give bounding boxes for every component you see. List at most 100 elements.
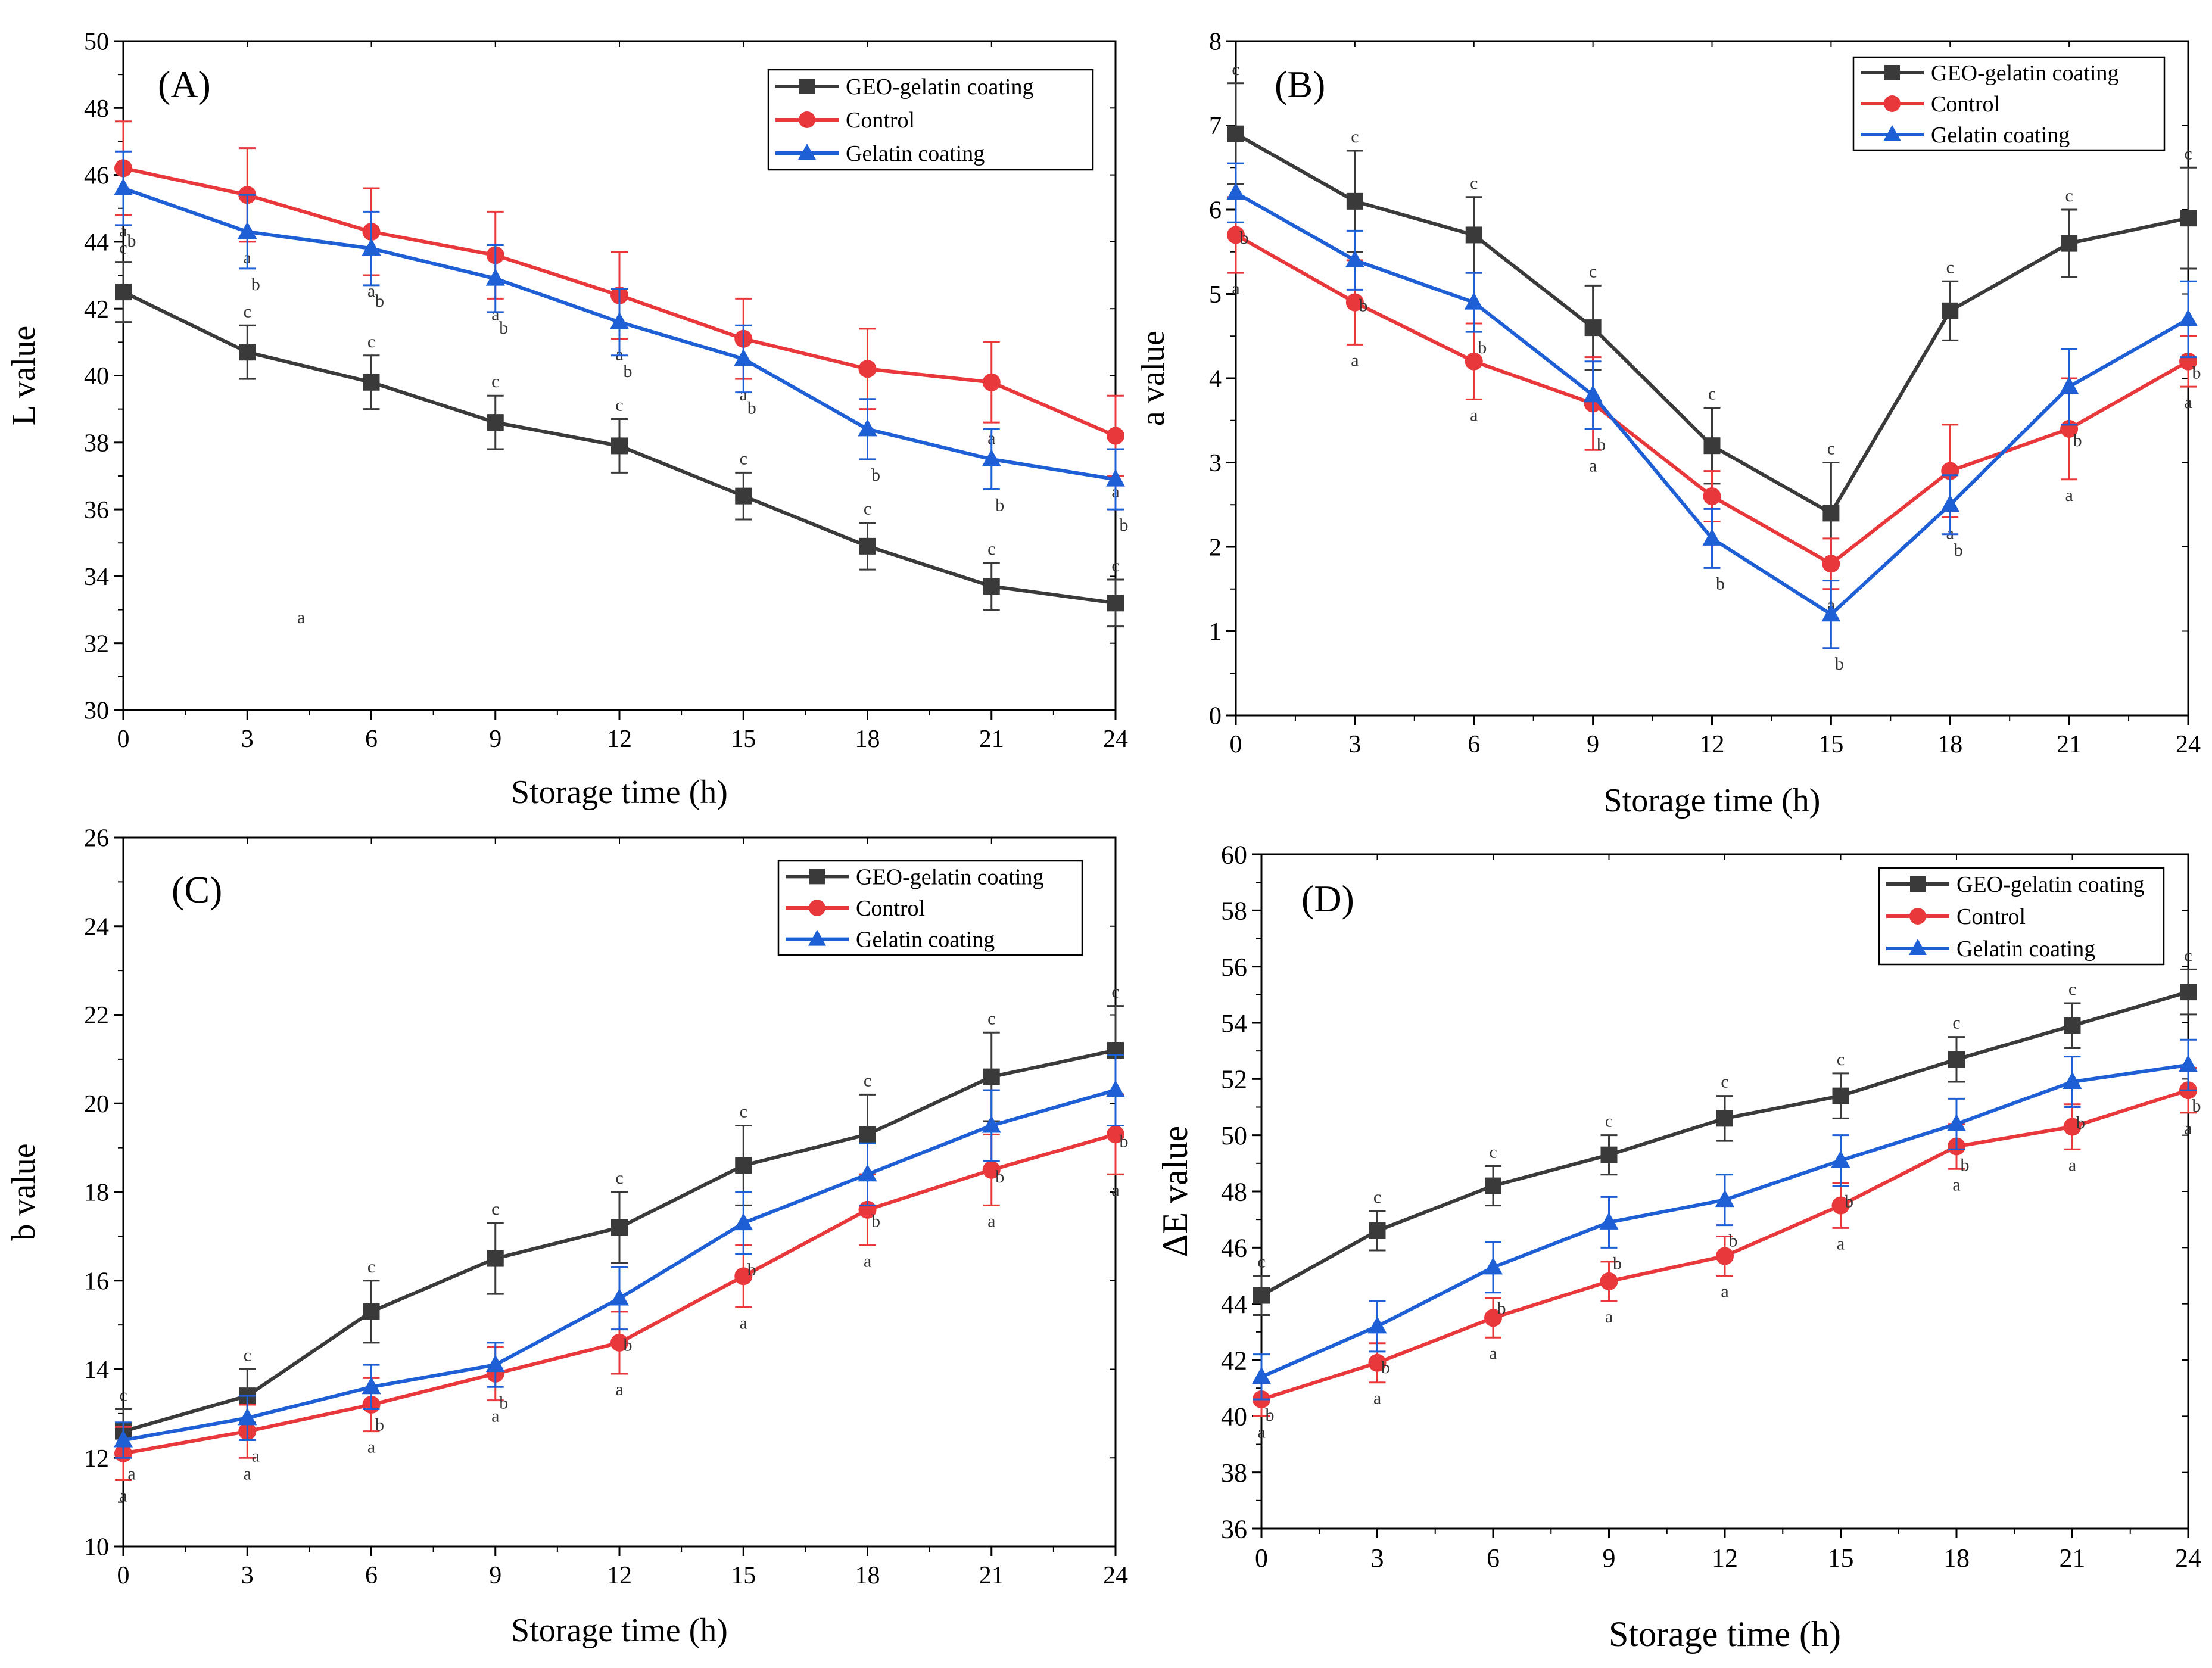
- significance-letter: c: [1721, 1072, 1728, 1092]
- legend-label: Gelatin coating: [846, 141, 985, 166]
- significance-letter: a: [1952, 1175, 1960, 1194]
- legend: GEO-gelatin coating Control Gelatin coatin…: [767, 69, 1094, 171]
- data-point: [983, 578, 1000, 595]
- y-tick-label: 54: [1221, 1009, 1247, 1038]
- series-gelatin: b b b b b b b b b: [1226, 162, 2201, 674]
- significance-letter: a: [1111, 1180, 1119, 1200]
- significance-letter: b: [1954, 540, 1963, 560]
- x-tick-label: 9: [489, 726, 501, 753]
- x-tick-label: 18: [1943, 1543, 1970, 1573]
- data-point: [1584, 319, 1602, 337]
- data-point: [1831, 1150, 1850, 1168]
- x-tick-label: 6: [1468, 731, 1480, 758]
- data-point: [1107, 1125, 1124, 1144]
- data-point: [1106, 1079, 1125, 1097]
- significance-letter: a: [119, 1486, 127, 1505]
- significance-letter: a: [1373, 1389, 1381, 1408]
- legend-marker-circle: [1884, 95, 1901, 112]
- significance-letter: c: [864, 1070, 871, 1090]
- data-point: [115, 284, 132, 301]
- y-tick-label: 0: [1209, 703, 1222, 730]
- significance-letter: c: [1351, 127, 1359, 147]
- significance-letter: a: [491, 304, 499, 324]
- significance-letter: c: [491, 372, 499, 391]
- significance-letter: b: [1497, 1299, 1506, 1318]
- legend-marker-square: [799, 79, 815, 94]
- data-point: [363, 1303, 380, 1320]
- panel-label: (C): [172, 869, 222, 911]
- data-point: [1368, 1353, 1387, 1372]
- significance-letter: a: [2068, 1155, 2076, 1175]
- significance-letter: b: [2192, 363, 2201, 383]
- data-point: [1367, 1316, 1387, 1334]
- data-point: [1345, 293, 1364, 312]
- panel-label: (B): [1275, 63, 1325, 105]
- legend-label: GEO-gelatin coating: [856, 864, 1044, 889]
- data-point: [1465, 352, 1483, 371]
- data-point: [1484, 1309, 1502, 1327]
- significance-letter: c: [1946, 257, 1954, 277]
- significance-letter: c: [244, 301, 251, 321]
- x-tick-label: 15: [1818, 731, 1843, 758]
- legend-marker-square: [1910, 876, 1926, 892]
- significance-letter: c: [864, 499, 871, 519]
- data-point: [1822, 505, 1840, 522]
- data-point: [734, 1267, 753, 1286]
- x-tick-label: 24: [1103, 726, 1128, 753]
- data-point: [238, 1408, 257, 1426]
- significance-letter: c: [1708, 384, 1716, 404]
- significance-letter: a: [1489, 1343, 1497, 1363]
- x-axis-label: Storage time (h): [1604, 782, 1821, 819]
- significance-letter: a: [367, 1437, 375, 1457]
- legend: GEO-gelatin coating Control Gelatin coatin…: [1852, 56, 2166, 151]
- significance-letter: b: [1729, 1231, 1738, 1251]
- significance-letter: a: [1589, 456, 1597, 475]
- x-tick-label: 21: [2060, 1543, 2086, 1573]
- data-point: [363, 374, 380, 391]
- series-geo-gelatin: c c c c c c c c c: [115, 238, 1124, 628]
- x-tick-label: 18: [1937, 731, 1962, 758]
- x-tick-label: 6: [1487, 1543, 1500, 1573]
- y-tick-label: 6: [1209, 197, 1222, 225]
- significance-letter: a: [1257, 1422, 1265, 1442]
- significance-letter: b: [624, 1336, 633, 1355]
- x-tick-label: 6: [365, 1562, 378, 1589]
- x-tick-label: 0: [117, 1562, 130, 1589]
- significance-letter: b: [1613, 1253, 1622, 1273]
- x-tick-label: 3: [1371, 1543, 1384, 1573]
- data-point: [735, 1157, 752, 1174]
- significance-letter: c: [1589, 262, 1597, 281]
- data-point: [1252, 1367, 1271, 1384]
- data-point: [1227, 226, 1245, 244]
- y-tick-label: 38: [1221, 1458, 1247, 1487]
- data-point: [1821, 604, 1841, 622]
- data-point: [362, 1377, 381, 1395]
- y-tick-label: 18: [84, 1180, 109, 1207]
- significance-letter: a: [1470, 405, 1478, 425]
- legend-marker-circle: [809, 900, 825, 916]
- significance-letter: a: [252, 1446, 260, 1466]
- significance-letter: a: [127, 1464, 135, 1483]
- significance-letter: c: [615, 1168, 623, 1188]
- chart-panel-c: 10 12 14 16 18 20 22 24 26 0 3 6 9 12 15 18 21 24 Storage …: [5, 825, 1129, 1649]
- x-tick-label: 15: [731, 726, 756, 753]
- data-point: [1107, 595, 1124, 612]
- data-point: [2180, 210, 2197, 227]
- y-tick-label: 8: [1209, 29, 1222, 56]
- legend-label: Control: [1956, 904, 2026, 929]
- data-point: [734, 348, 753, 366]
- y-tick-label: 46: [1221, 1234, 1247, 1263]
- significance-letter: c: [1837, 1050, 1845, 1069]
- significance-letter: b: [1381, 1358, 1390, 1377]
- significance-letter: b: [995, 495, 1004, 515]
- panel-label: (D): [1301, 877, 1354, 920]
- legend-label: GEO-gelatin coating: [1931, 61, 2119, 86]
- data-point: [2061, 235, 2078, 252]
- significance-letter: b: [1120, 515, 1129, 535]
- significance-letter: c: [740, 1101, 747, 1121]
- significance-letter: b: [251, 275, 260, 294]
- significance-letter: b: [2192, 1096, 2201, 1116]
- x-tick-label: 21: [979, 1562, 1004, 1589]
